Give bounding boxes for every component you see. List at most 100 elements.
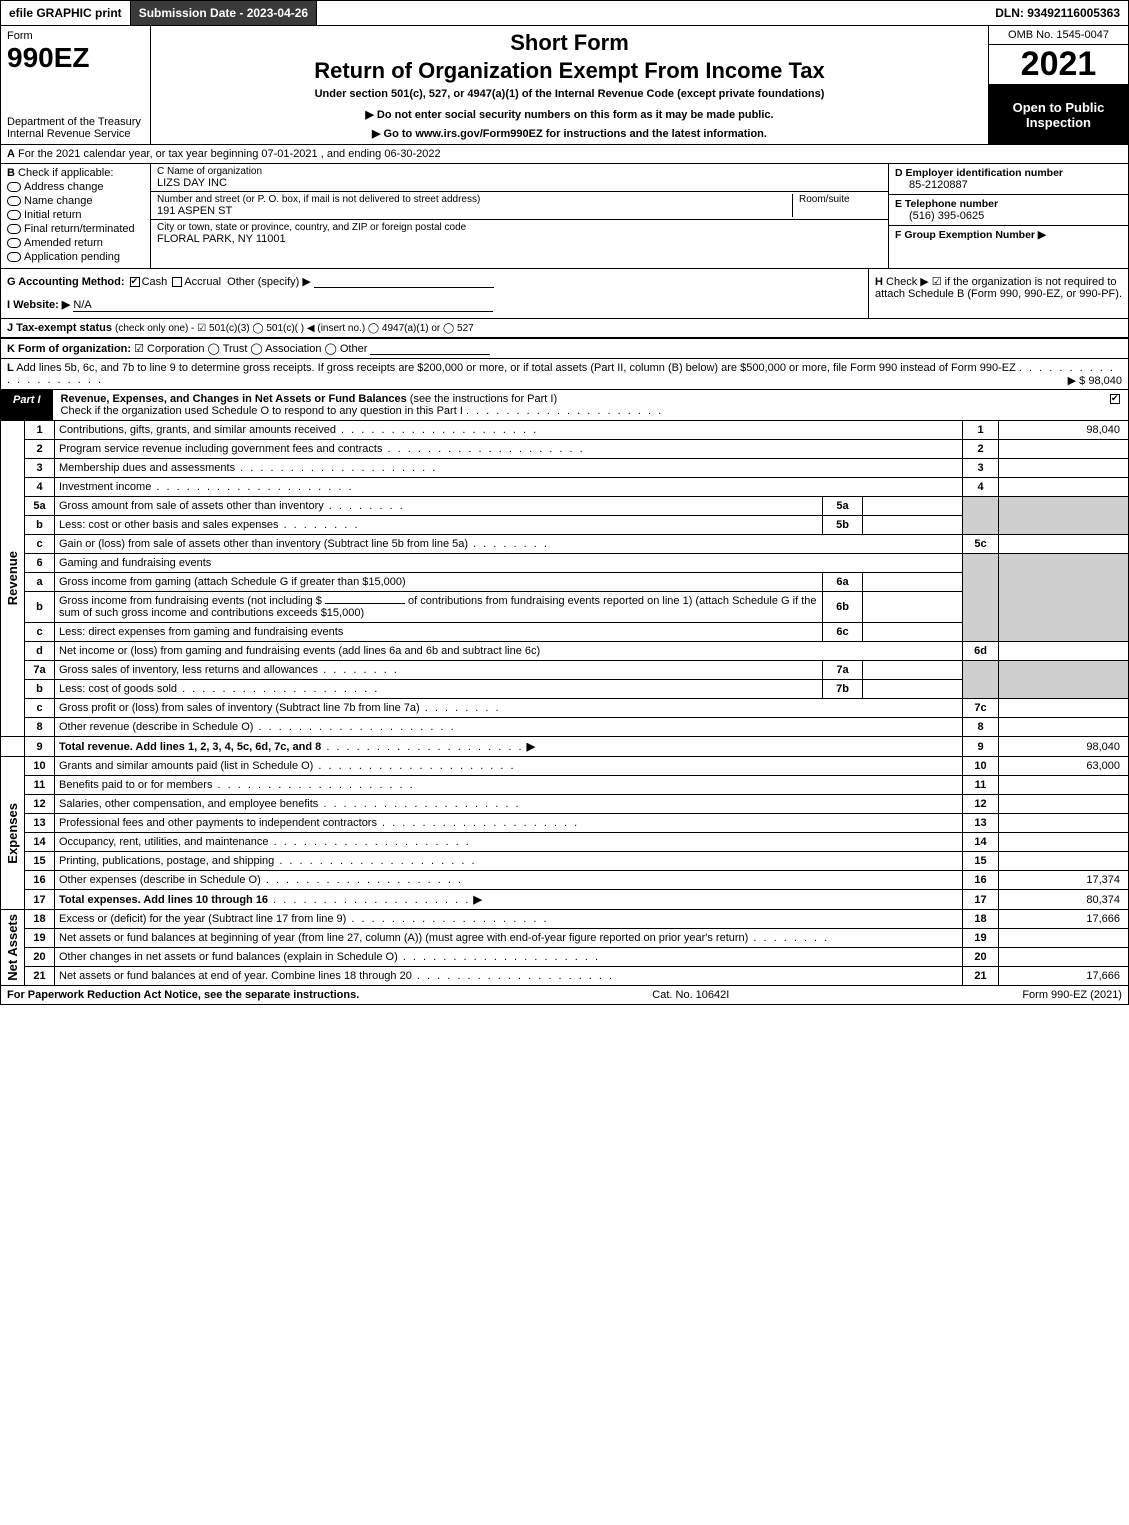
ln21-rnum: 21 (963, 967, 999, 986)
section-j-text: (check only one) - ☑ 501(c)(3) ◯ 501(c)(… (115, 323, 474, 334)
ln10-desc: Grants and similar amounts paid (list in… (59, 760, 313, 772)
ln12-num: 12 (25, 795, 55, 814)
ln6b-midval (863, 592, 963, 623)
ln6abc-shade (963, 554, 999, 642)
ln21-rval: 17,666 (999, 967, 1129, 986)
block-ghi: G Accounting Method: Cash Accrual Other … (0, 269, 1129, 319)
ln6a-midval (863, 573, 963, 592)
goto-link[interactable]: ▶ Go to www.irs.gov/Form990EZ for instru… (161, 127, 978, 140)
ln5c-desc: Gain or (loss) from sale of assets other… (59, 538, 468, 550)
chk-accrual[interactable] (172, 277, 182, 287)
ln15-rval (999, 852, 1129, 871)
ln13-desc: Professional fees and other payments to … (59, 817, 377, 829)
ln7ab-shade (963, 661, 999, 699)
ln16-rval: 17,374 (999, 871, 1129, 890)
other-org-input[interactable] (370, 354, 490, 355)
section-k: K Form of organization: ☑ Corporation ◯ … (0, 338, 1129, 359)
accounting-method-label: G Accounting Method: (7, 276, 125, 288)
ln17-rval: 80,374 (999, 890, 1129, 910)
ln7ab-shade-val (999, 661, 1129, 699)
ln1-rnum: 1 (963, 421, 999, 440)
ln2-desc: Program service revenue including govern… (59, 443, 382, 455)
chk-address-change[interactable] (7, 182, 21, 192)
section-j-label: J Tax-exempt status (7, 322, 112, 334)
netassets-section-label: Net Assets (1, 910, 25, 986)
form-header: Form 990EZ Department of the Treasury In… (0, 26, 1129, 145)
ln12-rval (999, 795, 1129, 814)
ln4-desc: Investment income (59, 481, 151, 493)
other-specify-input[interactable] (314, 287, 494, 288)
ln5b-mid: 5b (823, 516, 863, 535)
ln6d-desc: Net income or (loss) from gaming and fun… (59, 645, 540, 657)
city-value: FLORAL PARK, NY 11001 (157, 233, 882, 245)
section-def: D Employer identification number 85-2120… (888, 164, 1128, 268)
ln3-desc: Membership dues and assessments (59, 462, 235, 474)
room-label: Room/suite (799, 194, 882, 205)
submission-date-button[interactable]: Submission Date - 2023-04-26 (131, 1, 317, 25)
section-l: L Add lines 5b, 6c, and 7b to line 9 to … (0, 359, 1129, 390)
omb-number: OMB No. 1545-0047 (989, 26, 1128, 45)
website-label: I Website: ▶ (7, 299, 70, 311)
ln6c-midval (863, 623, 963, 642)
ln19-rval (999, 929, 1129, 948)
ln11-desc: Benefits paid to or for members (59, 779, 212, 791)
lbl-cash: Cash (142, 276, 168, 288)
ln20-desc: Other changes in net assets or fund bala… (59, 951, 398, 963)
opt-amended-return: Amended return (24, 237, 103, 249)
ln5c-num: c (25, 535, 55, 554)
ln18-rnum: 18 (963, 910, 999, 929)
ln20-rval (999, 948, 1129, 967)
ln11-rval (999, 776, 1129, 795)
ln7a-desc: Gross sales of inventory, less returns a… (59, 664, 318, 676)
ln8-rval (999, 718, 1129, 737)
ln2-rval (999, 440, 1129, 459)
ln17-desc: Total expenses. Add lines 10 through 16 (59, 894, 268, 906)
revenue-end-cell (1, 737, 25, 757)
expenses-section-label: Expenses (1, 757, 25, 910)
ln10-num: 10 (25, 757, 55, 776)
section-l-value: ▶ $ 98,040 (1068, 374, 1122, 387)
website-value: N/A (73, 299, 493, 312)
efile-print-button[interactable]: efile GRAPHIC print (1, 1, 131, 25)
ln5b-num: b (25, 516, 55, 535)
ln18-num: 18 (25, 910, 55, 929)
ln14-rval (999, 833, 1129, 852)
row-a-text: For the 2021 calendar year, or tax year … (18, 148, 441, 160)
ln4-rnum: 4 (963, 478, 999, 497)
chk-schedule-o-used[interactable] (1110, 394, 1120, 404)
chk-final-return[interactable] (7, 224, 21, 234)
ln7b-midval (863, 680, 963, 699)
ln6abc-shade-val (999, 554, 1129, 642)
ln12-rnum: 12 (963, 795, 999, 814)
ln6b-blank[interactable] (325, 603, 405, 604)
org-name-label: C Name of organization (157, 166, 882, 177)
ln4-num: 4 (25, 478, 55, 497)
chk-initial-return[interactable] (7, 210, 21, 220)
chk-application-pending[interactable] (7, 252, 21, 262)
top-bar: efile GRAPHIC print Submission Date - 20… (0, 0, 1129, 26)
part1-header: Part I Revenue, Expenses, and Changes in… (0, 390, 1129, 421)
block-bcdef: B Check if applicable: Address change Na… (0, 164, 1129, 269)
ln15-num: 15 (25, 852, 55, 871)
header-right: OMB No. 1545-0047 2021 Open to Public In… (988, 26, 1128, 144)
ln9-num: 9 (25, 737, 55, 757)
ln7c-rnum: 7c (963, 699, 999, 718)
return-title: Return of Organization Exempt From Incom… (161, 58, 978, 84)
ln15-desc: Printing, publications, postage, and shi… (59, 855, 274, 867)
open-to-public: Open to Public Inspection (989, 85, 1128, 144)
part1-dots (466, 405, 663, 417)
ln13-rval (999, 814, 1129, 833)
section-h-label: H (875, 276, 883, 288)
chk-cash[interactable] (130, 277, 140, 287)
ln14-num: 14 (25, 833, 55, 852)
phone-value: (516) 395-0625 (895, 210, 1122, 222)
ln14-desc: Occupancy, rent, utilities, and maintena… (59, 836, 269, 848)
chk-name-change[interactable] (7, 196, 21, 206)
ln8-rnum: 8 (963, 718, 999, 737)
ln4-rval (999, 478, 1129, 497)
ln6d-rval (999, 642, 1129, 661)
ln5a-num: 5a (25, 497, 55, 516)
ln7a-mid: 7a (823, 661, 863, 680)
chk-amended-return[interactable] (7, 238, 21, 248)
ln16-num: 16 (25, 871, 55, 890)
